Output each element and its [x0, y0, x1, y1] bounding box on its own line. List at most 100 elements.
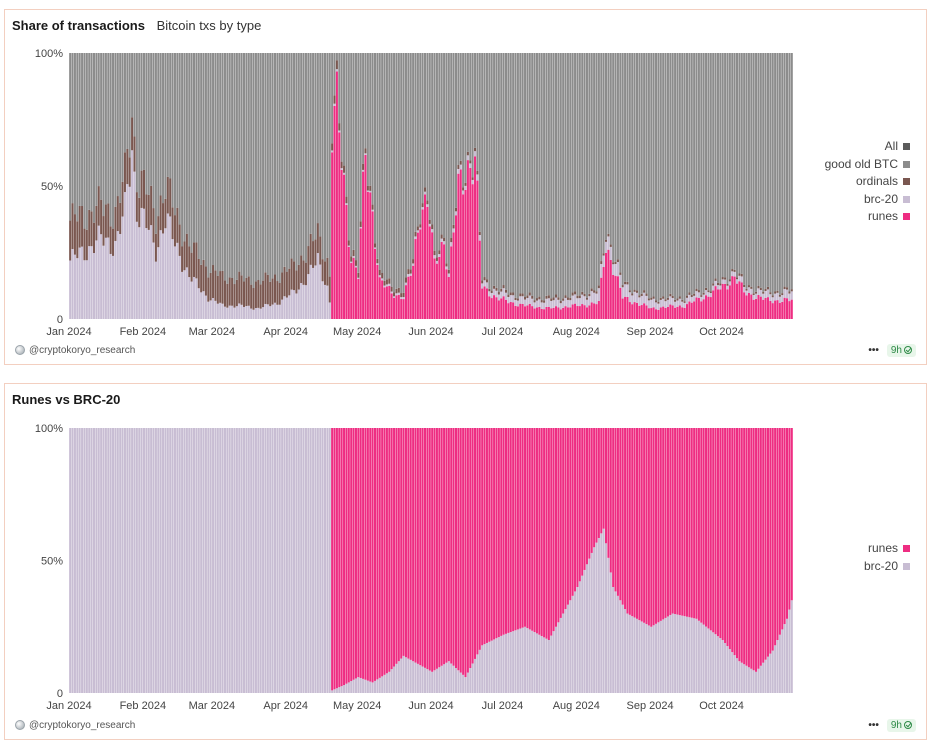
- bar-runes[interactable]: [631, 304, 634, 319]
- bar-runes[interactable]: [578, 306, 581, 319]
- bar-runes[interactable]: [647, 308, 650, 319]
- bar-ordinals[interactable]: [381, 273, 384, 279]
- bar-runes[interactable]: [700, 428, 703, 623]
- bar-runes[interactable]: [407, 276, 410, 319]
- bar-good-old-btc[interactable]: [357, 53, 360, 273]
- bar-brc-20[interactable]: [190, 428, 193, 693]
- bar-good-old-btc[interactable]: [209, 53, 212, 273]
- bar-brc-20[interactable]: [71, 248, 74, 319]
- bar-ordinals[interactable]: [369, 185, 372, 191]
- bar-brc-20[interactable]: [228, 305, 231, 319]
- bar-brc-20[interactable]: [747, 667, 750, 693]
- bar-ordinals[interactable]: [159, 195, 162, 231]
- bar-brc-20[interactable]: [738, 275, 741, 282]
- bar-runes[interactable]: [385, 286, 388, 319]
- bar-good-old-btc[interactable]: [190, 53, 193, 253]
- bar-runes[interactable]: [500, 428, 503, 636]
- bar-ordinals[interactable]: [631, 293, 634, 296]
- bar-brc-20[interactable]: [709, 630, 712, 693]
- bar-ordinals[interactable]: [404, 277, 407, 283]
- bar-runes[interactable]: [369, 428, 372, 682]
- bar-brc-20[interactable]: [312, 267, 315, 319]
- bar-brc-20[interactable]: [200, 292, 203, 319]
- bar-brc-20[interactable]: [238, 428, 241, 693]
- bar-runes[interactable]: [554, 306, 558, 319]
- bar-runes[interactable]: [466, 160, 469, 319]
- bar-ordinals[interactable]: [388, 278, 391, 284]
- bar-ordinals[interactable]: [354, 260, 357, 266]
- bar-ordinals[interactable]: [376, 258, 379, 264]
- bar-ordinals[interactable]: [257, 280, 260, 308]
- bar-good-old-btc[interactable]: [354, 53, 357, 261]
- bar-brc-20[interactable]: [302, 284, 305, 319]
- bar-runes[interactable]: [790, 428, 793, 601]
- bar-brc-20[interactable]: [200, 428, 203, 693]
- bar-good-old-btc[interactable]: [628, 53, 631, 291]
- bar-runes[interactable]: [531, 306, 534, 319]
- bar-ordinals[interactable]: [393, 292, 396, 297]
- bar-runes[interactable]: [781, 301, 784, 319]
- bar-brc-20[interactable]: [595, 293, 598, 305]
- bar-ordinals[interactable]: [543, 300, 546, 303]
- bar-runes[interactable]: [447, 277, 450, 319]
- bar-runes[interactable]: [697, 298, 700, 319]
- bar-good-old-btc[interactable]: [183, 53, 186, 242]
- bar-brc-20[interactable]: [112, 255, 115, 319]
- legend-item-all[interactable]: All: [825, 138, 910, 156]
- bar-good-old-btc[interactable]: [445, 53, 448, 264]
- bar-brc-20[interactable]: [569, 300, 572, 308]
- bar-runes[interactable]: [535, 307, 538, 319]
- bar-good-old-btc[interactable]: [188, 53, 191, 247]
- bar-brc-20[interactable]: [109, 253, 112, 319]
- bar-runes[interactable]: [359, 228, 362, 319]
- bar-good-old-btc[interactable]: [614, 53, 617, 262]
- bar-runes[interactable]: [362, 428, 365, 679]
- bar-brc-20[interactable]: [195, 428, 198, 693]
- bar-runes[interactable]: [743, 428, 746, 665]
- bar-good-old-btc[interactable]: [685, 53, 689, 296]
- bar-brc-20[interactable]: [443, 241, 446, 245]
- bar-ordinals[interactable]: [752, 293, 755, 295]
- bar-good-old-btc[interactable]: [738, 53, 741, 274]
- bar-runes[interactable]: [500, 298, 503, 319]
- bar-brc-20[interactable]: [550, 300, 553, 309]
- bar-ordinals[interactable]: [85, 229, 88, 261]
- bar-brc-20[interactable]: [645, 624, 648, 693]
- bar-ordinals[interactable]: [678, 296, 681, 299]
- bar-brc-20[interactable]: [176, 242, 179, 319]
- bar-ordinals[interactable]: [147, 194, 150, 230]
- bar-brc-20[interactable]: [278, 428, 281, 693]
- bar-ordinals[interactable]: [276, 281, 279, 305]
- bar-brc-20[interactable]: [662, 619, 665, 693]
- bar-runes[interactable]: [354, 428, 357, 679]
- bar-brc-20[interactable]: [347, 245, 350, 247]
- bar-good-old-btc[interactable]: [578, 53, 581, 296]
- bar-good-old-btc[interactable]: [424, 53, 427, 188]
- bar-runes[interactable]: [564, 306, 567, 319]
- bar-runes[interactable]: [733, 428, 736, 656]
- bar-good-old-btc[interactable]: [369, 53, 372, 186]
- bar-runes[interactable]: [569, 428, 572, 601]
- bar-runes[interactable]: [528, 428, 531, 630]
- bar-brc-20[interactable]: [207, 428, 210, 693]
- bar-good-old-btc[interactable]: [152, 53, 155, 209]
- bar-runes[interactable]: [440, 241, 443, 319]
- bar-ordinals[interactable]: [219, 271, 222, 303]
- bar-brc-20[interactable]: [643, 622, 646, 693]
- bar-runes[interactable]: [614, 276, 617, 319]
- bar-brc-20[interactable]: [740, 662, 743, 693]
- bar-good-old-btc[interactable]: [114, 53, 117, 207]
- bar-runes[interactable]: [595, 428, 598, 543]
- bar-brc-20[interactable]: [316, 253, 319, 319]
- bar-ordinals[interactable]: [283, 266, 286, 297]
- bar-good-old-btc[interactable]: [731, 53, 734, 270]
- bar-brc-20[interactable]: [195, 278, 198, 319]
- bar-runes[interactable]: [607, 249, 610, 319]
- bar-brc-20[interactable]: [390, 291, 393, 294]
- bar-runes[interactable]: [364, 154, 367, 319]
- bar-brc-20[interactable]: [697, 292, 700, 298]
- bar-brc-20[interactable]: [440, 665, 443, 693]
- bar-brc-20[interactable]: [393, 666, 396, 694]
- bar-brc-20[interactable]: [781, 295, 784, 302]
- bar-runes[interactable]: [416, 232, 419, 319]
